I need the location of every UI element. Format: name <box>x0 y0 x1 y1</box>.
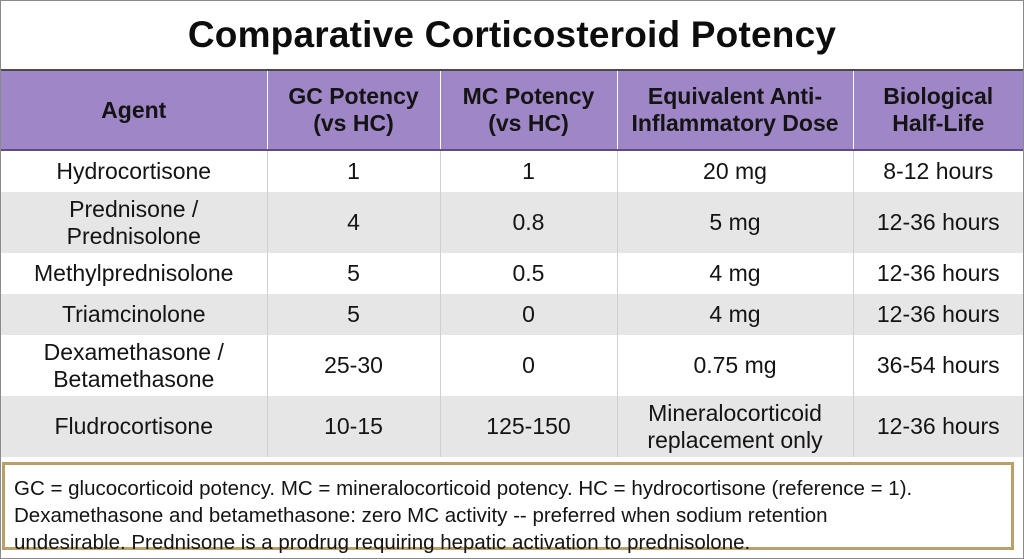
footnote-line: GC = glucocorticoid potency. MC = minera… <box>14 477 913 500</box>
table-row: Hydrocortisone 1 1 20 mg 8-12 hours <box>1 150 1023 192</box>
cell-agent: Hydrocortisone <box>1 150 267 192</box>
cell-agent: Dexamethasone / Betamethasone <box>1 335 267 396</box>
cell-dose: Mineralocorticoid replacement only <box>616 396 853 457</box>
header-equivalent-dose: Equivalent Anti- Inflammatory Dose <box>616 71 853 151</box>
cell-half-life: 12-36 hours <box>852 192 1023 253</box>
table-row: Prednisone / Prednisolone 4 0.8 5 mg 12-3… <box>1 192 1023 253</box>
header-agent: Agent <box>1 71 267 151</box>
footnote-line: Dexamethasone and betamethasone: zero MC… <box>14 504 828 527</box>
table-row: Methylprednisolone 5 0.5 4 mg 12-36 hour… <box>1 253 1023 294</box>
cell-mc: 0 <box>439 294 617 335</box>
footnote-box: GC = glucocorticoid potency. MC = minera… <box>2 462 1014 554</box>
cell-gc: 1 <box>266 150 440 192</box>
footnote-line: undesirable. Prednisone is a prodrug req… <box>14 531 751 554</box>
cell-agent: Fludrocortisone <box>1 396 267 457</box>
cell-agent: Prednisone / Prednisolone <box>1 192 267 253</box>
cell-half-life: 12-36 hours <box>852 253 1023 294</box>
cell-agent: Methylprednisolone <box>1 253 267 294</box>
cell-gc: 25-30 <box>266 335 440 396</box>
cell-dose: 4 mg <box>616 253 853 294</box>
cell-half-life: 12-36 hours <box>852 396 1023 457</box>
cell-mc: 0.8 <box>439 192 617 253</box>
cell-gc: 5 <box>266 253 440 294</box>
page-title: Comparative Corticosteroid Potency <box>1 1 1023 71</box>
table-row: Dexamethasone / Betamethasone 25-30 0 0.7… <box>1 335 1023 396</box>
cell-gc: 4 <box>266 192 440 253</box>
cell-half-life: 8-12 hours <box>852 150 1023 192</box>
cell-dose: 20 mg <box>616 150 853 192</box>
header-gc-potency: GC Potency (vs HC) <box>266 71 440 151</box>
cell-dose: 5 mg <box>616 192 853 253</box>
cell-agent: Triamcinolone <box>1 294 267 335</box>
header-half-life: Biological Half-Life <box>852 71 1023 151</box>
cell-half-life: 12-36 hours <box>852 294 1023 335</box>
table-header-row: Agent GC Potency (vs HC) MC Potency (vs HC… <box>1 71 1023 151</box>
cell-gc: 5 <box>266 294 440 335</box>
cell-dose: 0.75 mg <box>616 335 853 396</box>
cell-mc: 0 <box>439 335 617 396</box>
table-row: Fludrocortisone 10-15 125-150 Mineraloco… <box>1 396 1023 457</box>
cell-mc: 1 <box>439 150 617 192</box>
cell-mc: 125-150 <box>439 396 617 457</box>
cell-dose: 4 mg <box>616 294 853 335</box>
cell-mc: 0.5 <box>439 253 617 294</box>
table-row: Triamcinolone 5 0 4 mg 12-36 hours <box>1 294 1023 335</box>
header-mc-potency: MC Potency (vs HC) <box>439 71 617 151</box>
cell-half-life: 36-54 hours <box>852 335 1023 396</box>
corticosteroid-table: Agent GC Potency (vs HC) MC Potency (vs HC… <box>1 71 1023 457</box>
cell-gc: 10-15 <box>266 396 440 457</box>
